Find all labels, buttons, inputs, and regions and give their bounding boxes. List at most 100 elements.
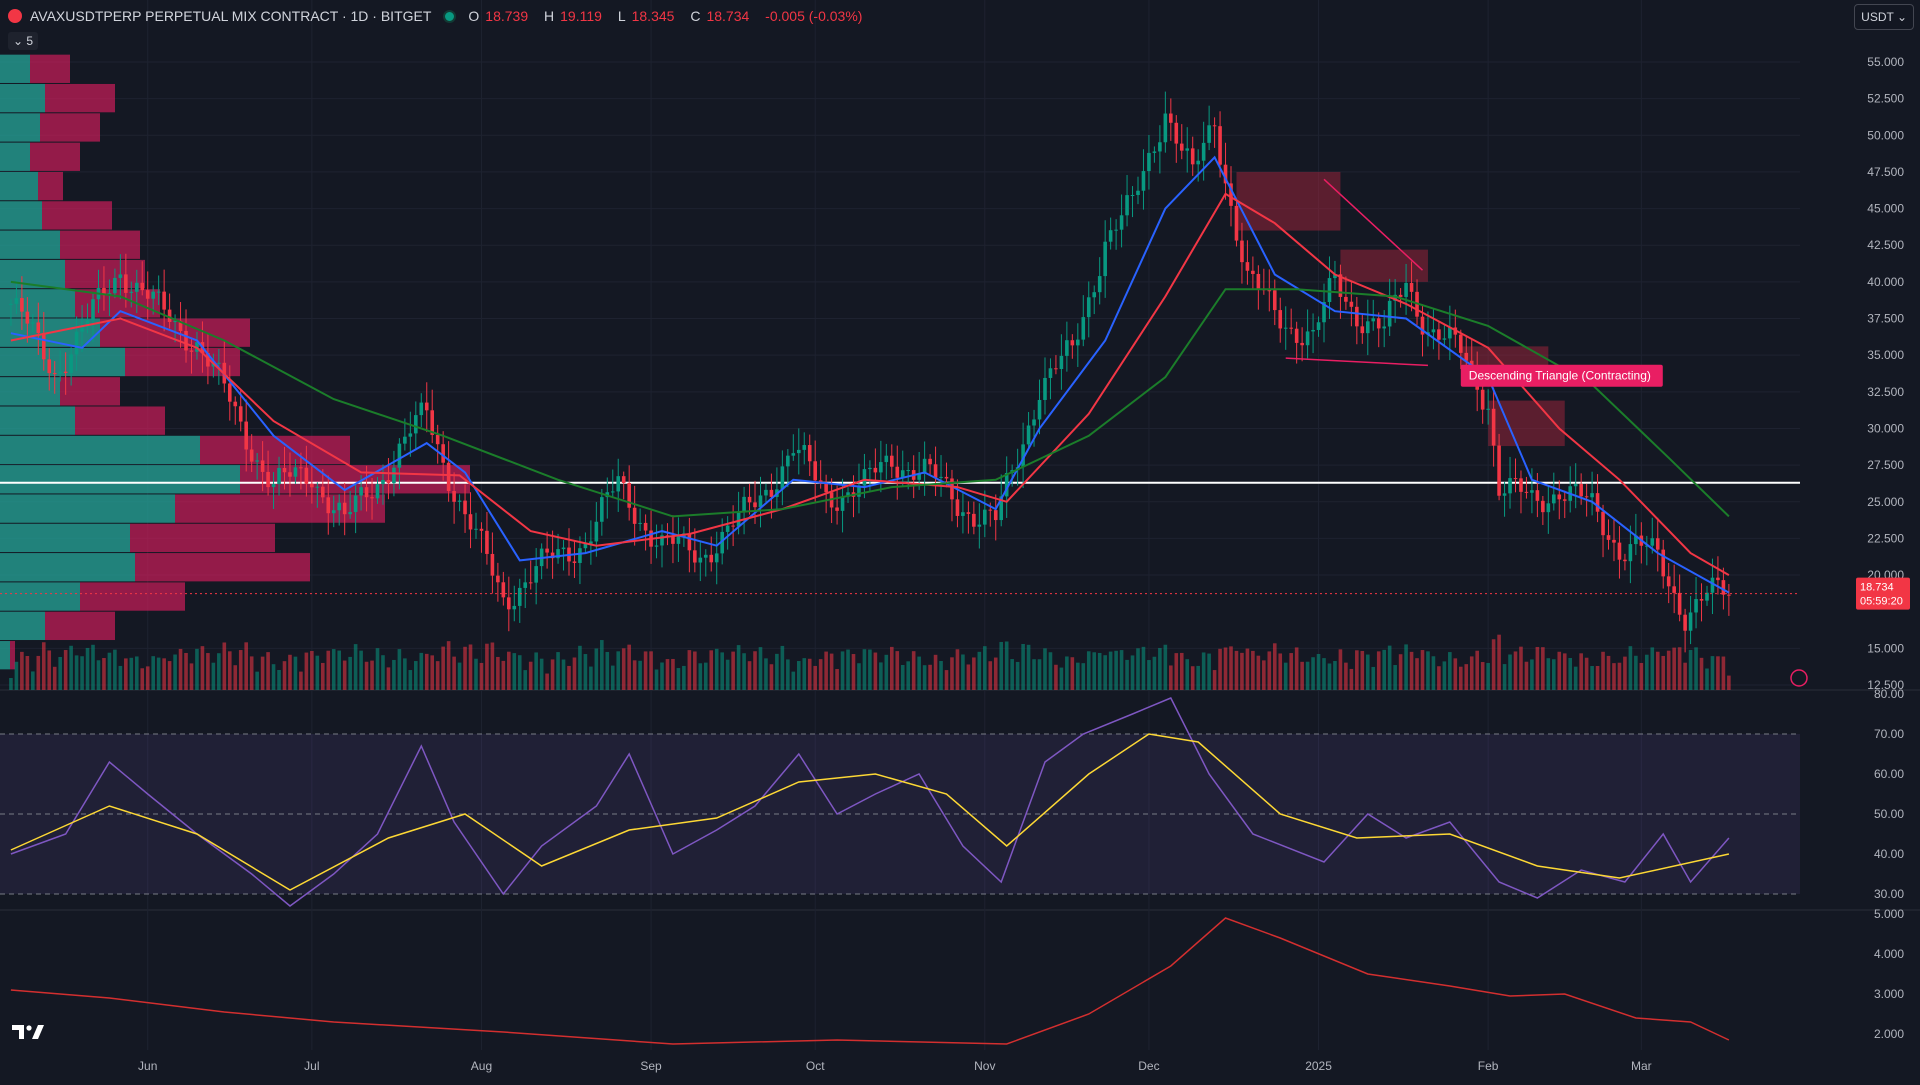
volume-bar	[501, 660, 506, 690]
candles	[9, 91, 1731, 653]
candle-body	[1464, 352, 1469, 361]
volume-bar	[1147, 660, 1151, 690]
candle-body	[545, 548, 549, 553]
volume-bar	[359, 650, 363, 690]
volume-bar	[1694, 647, 1698, 690]
candle-body	[1524, 491, 1529, 493]
alert-flash-icon[interactable]	[1790, 669, 1808, 687]
candle-body	[217, 362, 221, 364]
candle-body	[178, 320, 183, 331]
candle-body	[643, 522, 648, 531]
candle-body	[326, 497, 331, 514]
volume-bar	[1688, 649, 1693, 690]
candle-body	[173, 320, 177, 322]
volume-bar	[1721, 656, 1726, 690]
candle-body	[660, 535, 664, 546]
volume-bar	[966, 664, 971, 690]
candle-body	[1469, 360, 1474, 367]
triangle-upper-line	[1323, 178, 1424, 271]
volume-bar	[315, 655, 320, 690]
volume-profile-up-bar	[0, 259, 65, 289]
volume-bar	[1059, 667, 1064, 690]
candle-body	[1617, 542, 1622, 560]
candle-body	[1535, 490, 1540, 501]
volume-bar	[753, 651, 757, 690]
volume-bar	[342, 660, 347, 690]
volume-bar	[1305, 661, 1310, 690]
volume-profile-up-bar	[0, 142, 30, 171]
candle-body	[1562, 499, 1567, 501]
volume-bar	[1004, 641, 1009, 690]
volume-bar	[1365, 654, 1370, 690]
currency-selector[interactable]: USDT ⌄	[1854, 4, 1914, 30]
price-tick-label: 55.000	[1867, 55, 1904, 69]
volume-bar	[1278, 653, 1283, 690]
candle-body	[1201, 142, 1206, 161]
candle-body	[162, 291, 166, 310]
candle-body	[1409, 282, 1414, 292]
volume-bar	[950, 657, 954, 690]
candle-body	[1092, 292, 1097, 298]
candle-body	[441, 444, 445, 463]
candle-body	[20, 298, 24, 312]
volume-profile-down-bar	[130, 523, 275, 553]
volume-bar	[731, 651, 735, 690]
indicators-collapse-button[interactable]: ⌄ 5	[8, 32, 39, 50]
volume-bar	[260, 656, 265, 690]
volume-bar	[523, 670, 528, 690]
volume-profile-down-bar	[45, 83, 115, 113]
volume-bar	[271, 664, 276, 690]
volume-bar	[195, 648, 199, 690]
volume-bar	[1683, 662, 1687, 690]
price-tick-label: 37.500	[1867, 312, 1904, 326]
volume-bar	[600, 640, 604, 690]
volume-bar	[1562, 653, 1567, 690]
ohlc-low-key: L	[617, 8, 626, 24]
volume-bar	[452, 656, 456, 690]
volume-bar	[1043, 648, 1047, 690]
candle-body	[1502, 493, 1507, 496]
volume-bar	[184, 652, 188, 690]
candle-body	[435, 434, 440, 445]
candle-body	[1240, 240, 1244, 263]
candle-body	[802, 445, 807, 450]
volume-bar	[961, 654, 965, 690]
volume-bar	[408, 670, 413, 690]
volume-bar	[868, 649, 872, 690]
volume-profile-down-bar	[65, 259, 145, 289]
candle-body	[857, 485, 861, 497]
candle-body	[468, 514, 473, 530]
symbol-title[interactable]: AVAXUSDTPERP PERPETUAL MIX CONTRACT · 1D…	[30, 8, 432, 24]
volume-bar	[813, 665, 817, 690]
volume-bar	[550, 659, 555, 690]
lower-tick-label: 2.000	[1874, 1027, 1904, 1041]
volume-bar	[1612, 663, 1616, 690]
candle-body	[764, 489, 768, 496]
volume-bar	[31, 671, 35, 690]
tradingview-logo-icon[interactable]	[10, 1022, 46, 1042]
price-tick-label: 27.500	[1867, 458, 1904, 472]
candle-body	[889, 455, 894, 467]
candle-body	[572, 561, 577, 563]
candle-body	[490, 553, 495, 576]
volume-bar	[435, 661, 440, 690]
rsi-tick-label: 70.00	[1874, 727, 1904, 741]
candle-body	[244, 421, 249, 450]
candle-body	[1491, 408, 1496, 446]
volume-bar	[802, 658, 807, 690]
volume-bar	[1573, 666, 1578, 690]
candle-body	[446, 462, 451, 492]
price-tick-label: 47.500	[1867, 165, 1904, 179]
candle-body	[632, 507, 637, 524]
volume-bar	[1010, 659, 1014, 690]
candle-body	[944, 476, 949, 479]
candle-body	[1546, 503, 1551, 513]
volume-bar	[1272, 643, 1277, 690]
candle-body	[1699, 599, 1704, 601]
candle-body	[414, 415, 418, 434]
volume-bar	[616, 651, 621, 690]
volume-bar	[293, 656, 298, 690]
candle-body	[807, 445, 812, 462]
